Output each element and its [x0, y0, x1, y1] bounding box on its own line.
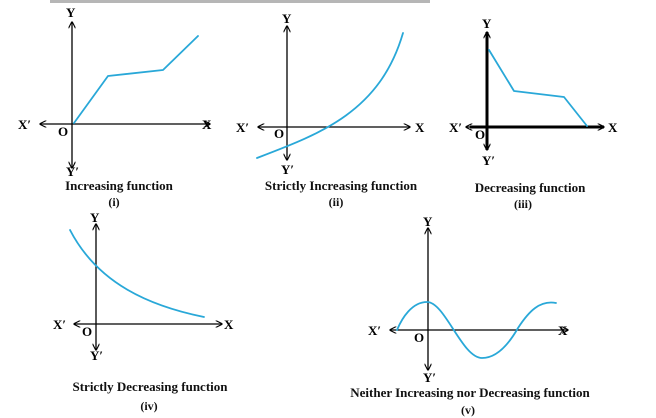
cut-off-text-strip	[50, 0, 430, 3]
origin-label: O	[82, 324, 92, 339]
panel-caption: Increasing function	[65, 178, 174, 193]
panel-numeral: (v)	[461, 403, 475, 417]
strictly-decreasing-curve	[69, 229, 205, 318]
y-neg-axis-label: Y′	[90, 348, 103, 363]
origin-label: O	[58, 124, 68, 139]
y-axis-label: Y	[423, 214, 433, 229]
panel-neither-increasing-nor-decreasing-function: Y Y′ X′ X O Neither Increasing nor Decre…	[350, 214, 590, 417]
x-axis-label: X	[608, 120, 618, 135]
panel-numeral: (i)	[108, 195, 119, 209]
x-neg-axis-label: X′	[18, 117, 31, 132]
origin-label: O	[274, 126, 284, 141]
x-neg-axis-label: X′	[449, 120, 462, 135]
strictly-increasing-curve	[256, 32, 404, 159]
x-axis-label: X	[415, 120, 425, 135]
wave-curve	[396, 301, 557, 359]
panel-increasing-function: Y Y′ X′ X O Increasing function (i)	[18, 5, 212, 209]
x-axis-label: X	[558, 323, 568, 338]
increasing-curve	[73, 35, 199, 124]
y-axis-label: Y	[482, 16, 492, 31]
y-neg-axis-label: Y′	[66, 164, 79, 179]
y-axis-label: Y	[90, 210, 100, 225]
y-neg-axis-label: Y′	[482, 153, 495, 168]
panel-numeral: (iv)	[140, 399, 157, 413]
panel-caption: Strictly Decreasing function	[72, 379, 228, 394]
y-neg-axis-label: Y′	[423, 370, 436, 385]
y-axis-label: Y	[282, 11, 292, 26]
y-neg-axis-label: Y′	[281, 162, 294, 177]
x-neg-axis-label: X′	[236, 120, 249, 135]
panel-caption: Neither Increasing nor Decreasing functi…	[350, 385, 590, 400]
panel-numeral: (ii)	[329, 195, 344, 209]
x-axis-label: X	[202, 117, 212, 132]
panel-numeral: (iii)	[514, 197, 532, 211]
panel-strictly-increasing-function: Y Y′ X′ X O Strictly Increasing function…	[236, 11, 425, 209]
x-neg-axis-label: X′	[53, 317, 66, 332]
panel-strictly-decreasing-function: Y Y′ X′ X O Strictly Decreasing function…	[53, 210, 234, 413]
x-axis-label: X	[224, 317, 234, 332]
panel-caption: Decreasing function	[475, 180, 586, 195]
y-axis-label: Y	[66, 5, 76, 20]
origin-label: O	[475, 127, 485, 142]
decreasing-curve	[488, 49, 588, 127]
x-neg-axis-label: X′	[368, 323, 381, 338]
origin-label: O	[414, 330, 424, 345]
panel-caption: Strictly Increasing function	[265, 178, 418, 193]
panel-decreasing-function: Y Y′ X′ X O Decreasing function (iii)	[449, 16, 618, 211]
